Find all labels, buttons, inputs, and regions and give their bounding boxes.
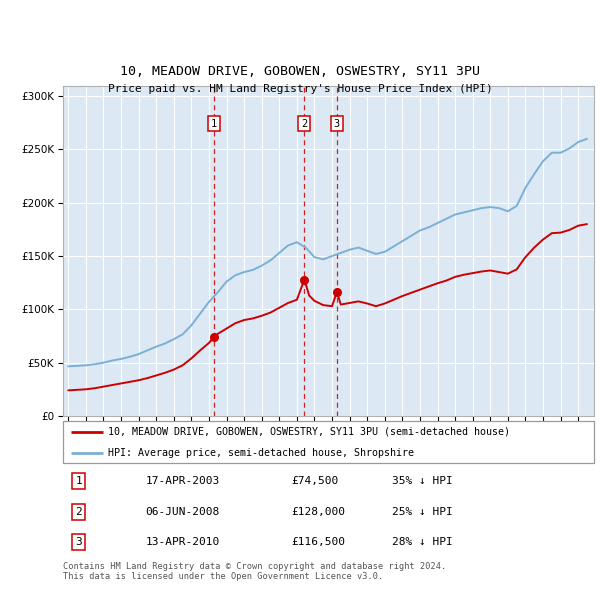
Text: Contains HM Land Registry data © Crown copyright and database right 2024.: Contains HM Land Registry data © Crown c…	[63, 562, 446, 571]
Text: £116,500: £116,500	[292, 537, 346, 548]
Text: 25% ↓ HPI: 25% ↓ HPI	[392, 507, 453, 517]
Text: 06-JUN-2008: 06-JUN-2008	[145, 507, 220, 517]
Text: 3: 3	[76, 537, 82, 548]
Text: 2: 2	[301, 119, 308, 129]
Text: 2: 2	[76, 507, 82, 517]
Text: 10, MEADOW DRIVE, GOBOWEN, OSWESTRY, SY11 3PU (semi-detached house): 10, MEADOW DRIVE, GOBOWEN, OSWESTRY, SY1…	[108, 427, 510, 437]
Text: 10, MEADOW DRIVE, GOBOWEN, OSWESTRY, SY11 3PU: 10, MEADOW DRIVE, GOBOWEN, OSWESTRY, SY1…	[120, 65, 480, 78]
Text: 3: 3	[334, 119, 340, 129]
Text: £128,000: £128,000	[292, 507, 346, 517]
Text: HPI: Average price, semi-detached house, Shropshire: HPI: Average price, semi-detached house,…	[108, 448, 414, 458]
Text: 1: 1	[76, 476, 82, 486]
Text: 17-APR-2003: 17-APR-2003	[145, 476, 220, 486]
Text: 35% ↓ HPI: 35% ↓ HPI	[392, 476, 453, 486]
Text: 13-APR-2010: 13-APR-2010	[145, 537, 220, 548]
Text: This data is licensed under the Open Government Licence v3.0.: This data is licensed under the Open Gov…	[63, 572, 383, 581]
Text: Price paid vs. HM Land Registry's House Price Index (HPI): Price paid vs. HM Land Registry's House …	[107, 84, 493, 94]
Text: 1: 1	[211, 119, 217, 129]
Text: 28% ↓ HPI: 28% ↓ HPI	[392, 537, 453, 548]
FancyBboxPatch shape	[63, 421, 594, 463]
Text: £74,500: £74,500	[292, 476, 338, 486]
